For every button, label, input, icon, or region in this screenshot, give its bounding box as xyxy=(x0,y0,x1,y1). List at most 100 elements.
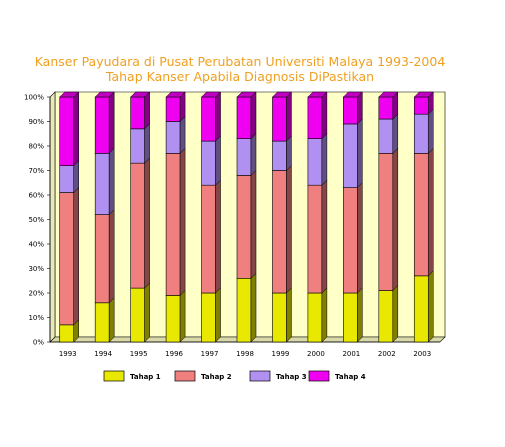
bar-segment-side xyxy=(179,289,186,343)
bar-segment xyxy=(378,290,394,343)
bar-top-face xyxy=(130,91,151,98)
bar-segment xyxy=(378,118,394,154)
bar-segment-side xyxy=(357,91,363,125)
chart-subtitle: Tahap Kanser Apabila Diagnosis DiPastika… xyxy=(105,69,374,84)
bar-segment xyxy=(307,184,323,294)
bar-segment xyxy=(94,153,110,215)
bar-segment xyxy=(59,96,75,166)
y-tick-label: 90% xyxy=(28,118,44,126)
y-tick-label: 10% xyxy=(28,314,44,322)
bar-segment xyxy=(201,96,216,142)
bar-segment-side xyxy=(250,272,257,343)
legend-swatch xyxy=(103,370,125,382)
legend-label: Tahap 1 xyxy=(130,373,161,381)
bar-top-face xyxy=(307,91,328,98)
bar-segment xyxy=(343,96,358,125)
bar-top-face xyxy=(342,91,363,98)
bar-segment xyxy=(201,292,216,343)
bar-segment-side xyxy=(392,147,399,292)
bar-segment xyxy=(59,192,75,326)
x-tick-label: 2000 xyxy=(307,350,325,358)
bar-segment-side xyxy=(286,164,292,294)
bar-segment-side xyxy=(144,157,150,289)
bar-segment xyxy=(130,128,145,164)
x-tick-label: 1999 xyxy=(272,350,290,358)
x-tick-label: 1998 xyxy=(236,350,254,358)
bar-segment-side xyxy=(392,113,399,154)
bar-segment xyxy=(201,184,216,294)
bar-segment xyxy=(94,96,110,154)
bar-segment xyxy=(165,96,181,122)
bar-segment-side xyxy=(321,133,328,186)
bar-top-face xyxy=(378,91,399,98)
bar-top-face xyxy=(413,91,434,98)
bar-segment xyxy=(413,275,429,343)
bar-segment xyxy=(201,140,216,186)
bar-segment xyxy=(165,295,181,343)
bar-segment xyxy=(378,153,394,291)
bar-segment-side xyxy=(428,108,434,154)
bar-segment xyxy=(236,277,252,343)
bar-segment-side xyxy=(179,115,186,154)
x-tick-label: 1997 xyxy=(201,350,219,358)
bar-segment-side xyxy=(73,186,79,326)
bar-top-face xyxy=(200,91,222,98)
y-tick-label: 30% xyxy=(28,265,44,273)
bar-top-face xyxy=(94,91,115,98)
bar-segment-side xyxy=(108,208,115,304)
plot-side-wall xyxy=(49,91,56,343)
bar-segment xyxy=(130,162,145,289)
bar-segment-side xyxy=(250,133,257,177)
x-tick-label: 1996 xyxy=(165,350,183,358)
bar-segment-side xyxy=(215,135,221,186)
bar-segment-side xyxy=(286,135,292,172)
bar-segment-side xyxy=(179,147,186,297)
y-tick-label: 60% xyxy=(28,192,44,200)
bar-segment xyxy=(59,324,75,343)
bar-segment xyxy=(272,292,287,343)
bar-segment xyxy=(130,287,145,343)
x-tick-label: 1993 xyxy=(59,350,77,358)
y-tick-label: 40% xyxy=(28,241,44,249)
bar-segment-side xyxy=(250,169,257,279)
bar-segment xyxy=(272,96,287,142)
bar-segment-side xyxy=(357,287,363,343)
legend: Tahap 1 Tahap 2 Tahap 3 Tahap 4 xyxy=(103,370,366,382)
legend-label: Tahap 4 xyxy=(335,373,366,381)
bar-segment xyxy=(413,96,429,115)
bar-top-face xyxy=(236,91,257,98)
bar-segment-side xyxy=(144,91,150,130)
bar-segment xyxy=(343,187,358,294)
bar-segment xyxy=(236,175,252,279)
legend-swatch xyxy=(308,370,330,382)
bar-segment-side xyxy=(286,91,292,142)
bar-segment-side xyxy=(108,297,115,343)
bar-segment xyxy=(343,292,358,343)
bar-segment xyxy=(272,140,287,171)
bar-segment-side xyxy=(108,91,115,154)
bar-segment xyxy=(236,96,252,139)
bar-segment xyxy=(413,113,429,154)
x-tick-label: 1995 xyxy=(130,350,148,358)
bar-segment xyxy=(272,170,287,294)
bar-segment xyxy=(307,138,323,186)
bar-top-face xyxy=(59,91,80,98)
y-tick-label: 20% xyxy=(28,290,44,298)
bar-segment-side xyxy=(144,123,150,164)
plot-area: 0% 10% 20% 30% 40% 50% 60% 70% 80% 90% 100% 1993 199… xyxy=(24,91,446,358)
y-tick-label: 70% xyxy=(28,167,44,175)
bar-top-face xyxy=(271,91,293,98)
bar-segment xyxy=(307,96,323,139)
bar-segment-side xyxy=(250,91,257,140)
x-tick-label: 2002 xyxy=(378,350,396,358)
y-tick-label: 80% xyxy=(28,143,44,151)
bar-segment-side xyxy=(215,287,221,343)
bar-segment-side xyxy=(73,159,79,194)
bar-segment xyxy=(59,165,75,193)
bar-segment xyxy=(94,302,110,343)
y-tick-label: 100% xyxy=(24,94,44,102)
y-tick-label: 0% xyxy=(33,339,44,347)
bar-segment-side xyxy=(392,284,399,343)
bar-segment-side xyxy=(215,91,221,142)
